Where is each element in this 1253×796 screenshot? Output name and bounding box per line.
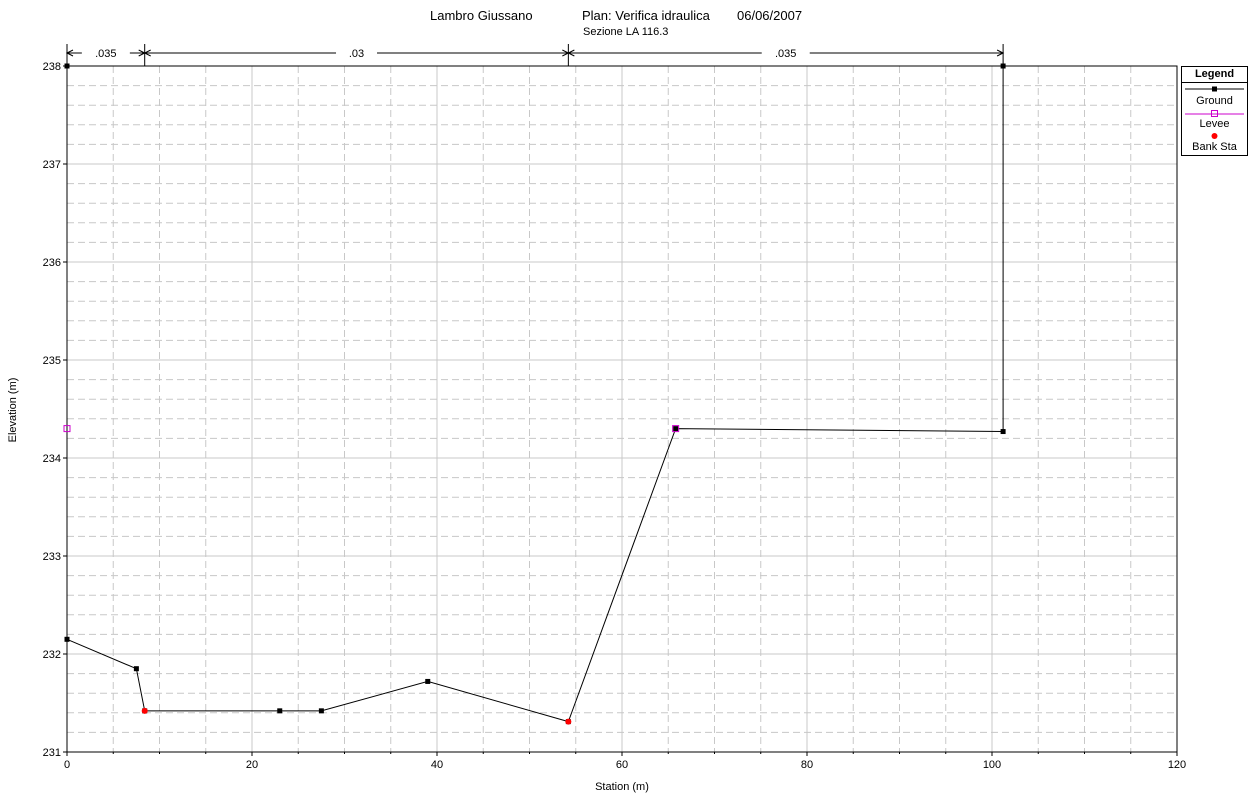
legend-item-levee: Levee bbox=[1199, 118, 1230, 130]
ground-point bbox=[318, 708, 324, 714]
plan-name: Plan: Verifica idraulica bbox=[582, 8, 710, 23]
y-tick-label: 237 bbox=[43, 159, 61, 171]
ground-point bbox=[64, 636, 70, 642]
ground-point bbox=[1000, 429, 1006, 435]
manning-n-label: .035 bbox=[775, 48, 796, 60]
levee-point bbox=[63, 425, 71, 433]
ground-point bbox=[1000, 63, 1006, 69]
y-tick-label: 233 bbox=[43, 551, 61, 563]
manning-n-label: .03 bbox=[349, 48, 364, 60]
y-tick-label: 234 bbox=[43, 453, 61, 465]
y-tick-label: 231 bbox=[43, 747, 61, 759]
axis-ticks: 0 20 40 60 80 100 120 231 232 233 234 235 236 237 238 bbox=[43, 61, 1187, 771]
legend-markers bbox=[1185, 86, 1244, 139]
x-tick-label: 120 bbox=[1168, 759, 1186, 771]
y-tick-label: 232 bbox=[43, 649, 61, 661]
manning-n-label: .035 bbox=[95, 48, 116, 60]
manning-n-bar: .035 .03 .035 bbox=[65, 44, 1005, 66]
x-tick-label: 20 bbox=[246, 759, 258, 771]
y-axis-label: Elevation (m) bbox=[7, 378, 19, 443]
river-name: Lambro Giussano bbox=[430, 8, 533, 23]
y-tick-label: 236 bbox=[43, 257, 61, 269]
y-tick-label: 238 bbox=[43, 61, 61, 73]
ground-point bbox=[133, 666, 139, 672]
chart-legend: Legend Ground Levee Bank Sta bbox=[1181, 66, 1248, 156]
grid-lines bbox=[66, 65, 1178, 753]
x-tick-label: 40 bbox=[431, 759, 443, 771]
legend-bank-marker bbox=[1211, 133, 1218, 139]
legend-ground-marker bbox=[1212, 86, 1217, 92]
ground-point bbox=[425, 678, 431, 684]
legend-levee-marker bbox=[1211, 110, 1218, 117]
legend-item-ground: Ground bbox=[1196, 95, 1233, 107]
chart-subtitle: Sezione LA 116.3 bbox=[583, 26, 669, 38]
x-tick-label: 80 bbox=[801, 759, 813, 771]
x-axis-label: Station (m) bbox=[595, 781, 649, 793]
manning-arrowhead bbox=[996, 49, 1005, 57]
x-tick-label: 100 bbox=[983, 759, 1001, 771]
x-tick-label: 0 bbox=[64, 759, 70, 771]
manning-arrowhead bbox=[567, 49, 575, 57]
plan-date: 06/06/2007 bbox=[737, 8, 803, 23]
ground-point bbox=[277, 708, 283, 714]
manning-arrowhead bbox=[65, 49, 74, 57]
bank-station-point bbox=[141, 707, 148, 714]
manning-arrowhead bbox=[143, 49, 151, 57]
legend-title: Legend bbox=[1182, 67, 1247, 83]
x-tick-label: 60 bbox=[616, 759, 628, 771]
ground-point bbox=[64, 63, 70, 69]
bank-station-point bbox=[565, 718, 572, 725]
levee-point bbox=[672, 425, 680, 433]
y-tick-label: 235 bbox=[43, 355, 61, 367]
ground-point bbox=[673, 426, 679, 432]
legend-item-bank-sta: Bank Sta bbox=[1192, 141, 1237, 153]
data-series bbox=[63, 63, 1006, 725]
